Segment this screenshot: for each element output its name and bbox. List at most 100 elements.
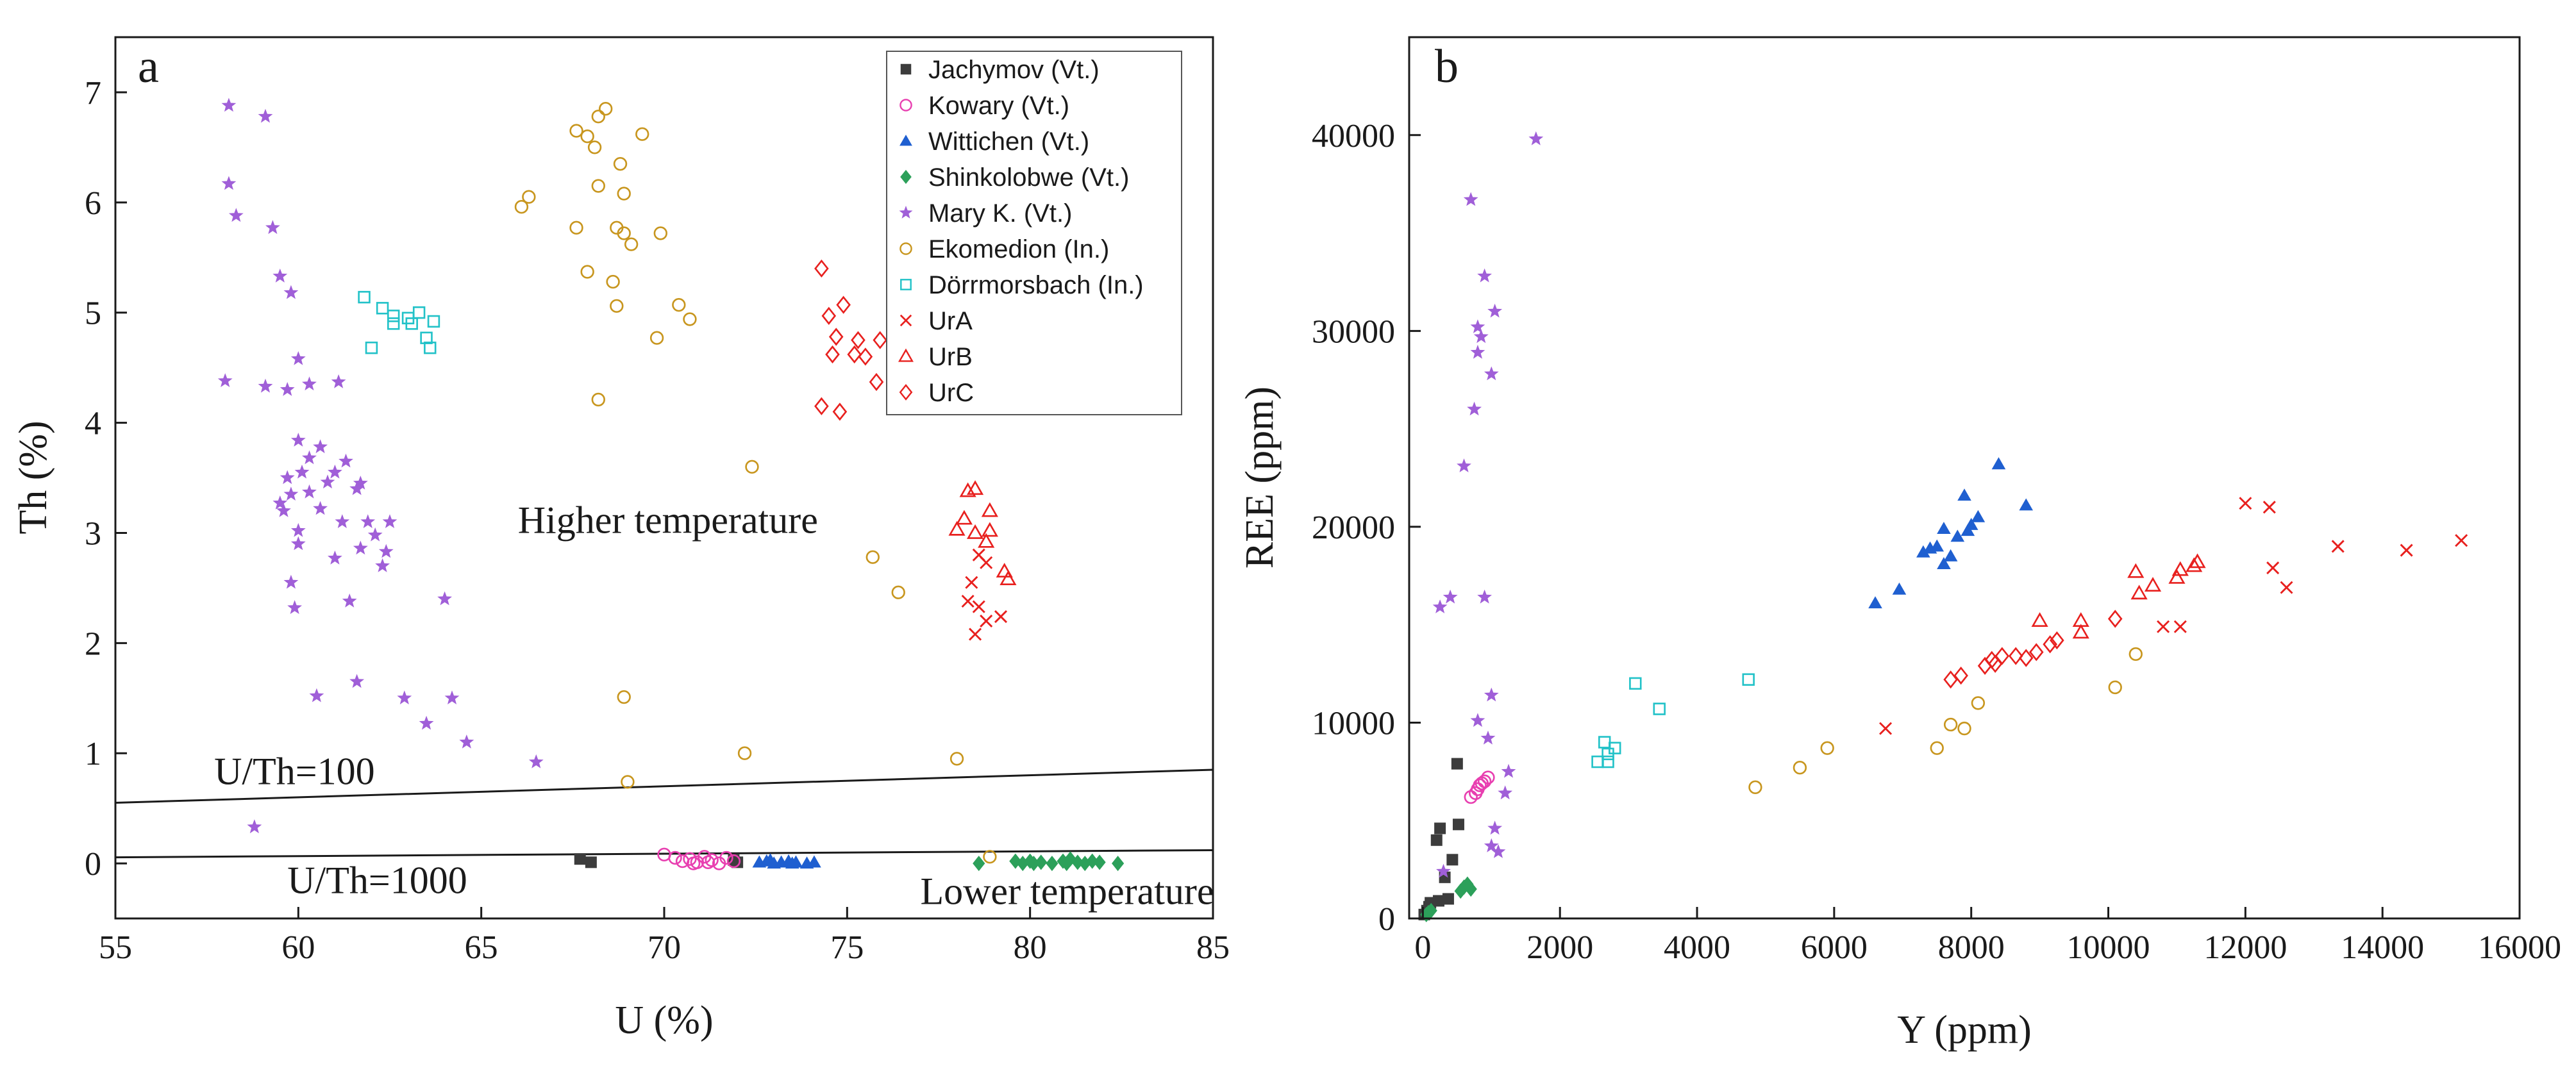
legend-label: Wittichen (Vt.) — [928, 128, 1089, 156]
data-point — [1937, 522, 1951, 535]
legend-item-jachymov-vt: Jachymov (Vt.) — [900, 56, 1100, 84]
data-point — [2019, 498, 2034, 511]
legend-marker — [899, 314, 912, 327]
data-point — [1086, 853, 1099, 869]
data-point — [814, 259, 829, 278]
data-point — [2266, 561, 2280, 575]
data-point — [1528, 131, 1544, 145]
data-point — [1093, 854, 1106, 870]
data-point — [610, 299, 624, 313]
data-point — [1629, 677, 1642, 690]
data-point — [966, 524, 984, 539]
annotation-u-th-100: U/Th=100 — [214, 750, 374, 792]
legend-item-kowary-vt: Kowary (Vt.) — [899, 92, 1069, 120]
data-point — [959, 482, 976, 497]
data-point — [1923, 541, 1937, 554]
data-point — [2129, 647, 2143, 661]
data-point — [290, 523, 306, 537]
data-point — [328, 551, 342, 565]
data-point — [737, 746, 752, 760]
panel-a-x-axis-title: U (%) — [615, 999, 713, 1042]
legend-label: UrA — [928, 307, 973, 335]
data-point — [1470, 319, 1485, 333]
data-point — [972, 600, 985, 613]
data-point — [367, 527, 383, 542]
y-tick-label: 0 — [1378, 901, 1395, 938]
data-point — [1953, 666, 1968, 685]
series-urc — [814, 259, 887, 421]
data-point — [858, 347, 873, 366]
data-point — [1987, 654, 2003, 673]
data-point — [668, 851, 682, 865]
data-point — [891, 585, 905, 599]
data-point — [1480, 730, 1496, 745]
annotation-lower-temperature: Lower temperature — [920, 870, 1214, 913]
legend-marker — [900, 279, 912, 290]
data-point — [574, 853, 586, 865]
data-point — [587, 140, 602, 154]
data-point — [375, 558, 390, 572]
data-point — [1464, 790, 1478, 804]
data-point — [382, 514, 397, 528]
data-point — [290, 433, 306, 447]
panel-a-x-ticks: 55 60 65 70 75 80 85 — [99, 907, 1230, 966]
data-point — [873, 331, 887, 349]
legend-item-ekomedion-in: Ekomedion (In.) — [899, 235, 1109, 263]
data-point — [825, 345, 840, 364]
data-point — [353, 476, 368, 490]
reference-line-u-th-100 — [115, 768, 1214, 804]
data-point — [1035, 854, 1048, 870]
panel-a-data-points — [217, 97, 1125, 872]
data-point — [1961, 524, 1975, 536]
annotation-higher-temperature: Higher temperature — [518, 499, 818, 541]
x-tick-label: 6000 — [1801, 929, 1868, 966]
data-point — [2008, 647, 2023, 665]
series-kowary-vt — [657, 847, 741, 870]
data-point — [1991, 457, 2006, 470]
data-point — [1971, 510, 1986, 522]
data-point — [701, 855, 715, 870]
data-point — [591, 179, 605, 193]
data-point — [290, 536, 306, 551]
data-point — [1477, 268, 1492, 283]
data-point — [335, 514, 350, 528]
data-point — [444, 690, 460, 704]
y-tick-label: 7 — [85, 75, 101, 112]
x-tick-label: 14000 — [2341, 929, 2424, 966]
series-urb — [948, 480, 1017, 586]
data-point — [280, 470, 295, 485]
data-point — [302, 376, 317, 391]
y-tick-label: 0 — [85, 846, 101, 883]
legend-box — [886, 51, 1182, 415]
data-point — [591, 392, 605, 407]
y-tick-label: 5 — [85, 295, 101, 332]
data-point — [2127, 563, 2145, 578]
panel-a-letter: a — [138, 40, 159, 93]
panel-b-x-ticks: 0 2000 4000 6000 8000 10000 12000 14000 16000 — [1414, 907, 2561, 966]
data-point — [999, 570, 1017, 586]
data-point — [276, 503, 291, 517]
data-point — [412, 306, 426, 319]
data-point — [2280, 581, 2293, 594]
legend-item-wittichen-vt: Wittichen (Vt.) — [899, 128, 1089, 156]
data-point — [821, 306, 837, 325]
data-point — [2130, 585, 2148, 600]
data-point — [1484, 366, 1499, 381]
data-point — [1463, 192, 1478, 206]
data-point — [514, 200, 529, 214]
series-wittichen-vt — [1868, 457, 2034, 609]
data-point — [272, 269, 288, 283]
series-dorrmorsbach-in — [358, 290, 440, 354]
data-point — [983, 850, 997, 864]
reference-line-u-th-1000 — [115, 849, 1214, 859]
data-point — [1470, 713, 1485, 727]
legend-item-ura: UrA — [899, 307, 973, 335]
x-tick-label: 65 — [465, 929, 498, 966]
data-point — [349, 481, 365, 495]
data-point — [1436, 863, 1451, 878]
data-point — [2331, 540, 2345, 553]
data-point — [1971, 696, 1986, 710]
data-point — [365, 341, 378, 354]
data-point — [2173, 620, 2187, 633]
y-tick-label: 20000 — [1312, 510, 1395, 546]
